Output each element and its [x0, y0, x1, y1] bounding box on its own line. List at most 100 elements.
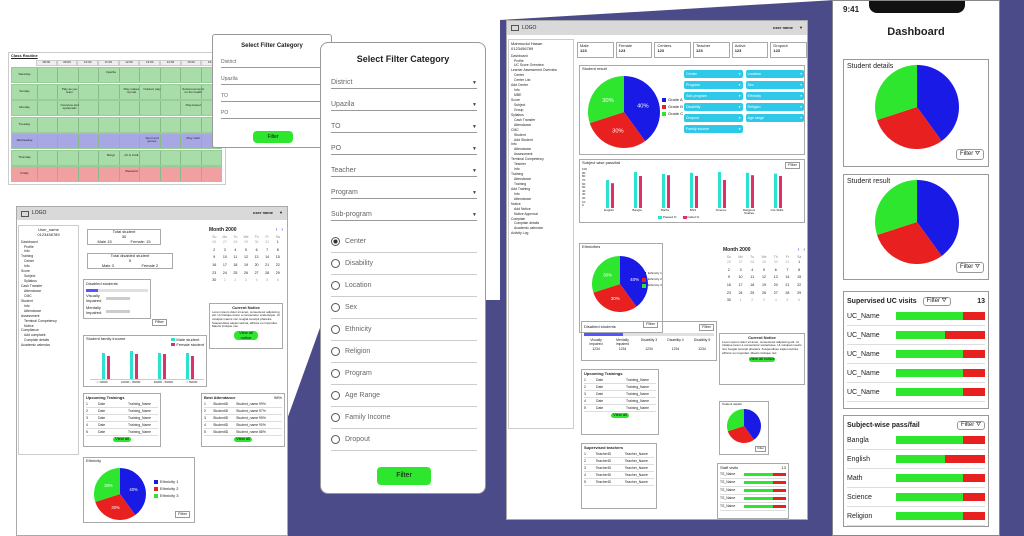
pie-slice[interactable] — [875, 180, 917, 235]
small-filter-select[interactable]: PO▼ — [221, 110, 325, 119]
routine-event[interactable]: Art & Craft — [124, 152, 139, 157]
filter-radio[interactable]: Ethnicity — [331, 319, 477, 341]
subject-bar[interactable] — [723, 180, 726, 208]
calendar-day[interactable]: 9 — [727, 275, 730, 280]
subject-bar[interactable] — [606, 180, 609, 208]
sidebar-item[interactable]: Student — [21, 298, 33, 303]
progress-row[interactable]: TS_Name — [720, 487, 786, 495]
sidebar-item[interactable]: Activity Log — [511, 231, 529, 236]
calendar-day[interactable]: 17 — [222, 262, 227, 267]
filter-select[interactable]: PO ▼ — [331, 143, 477, 155]
dash2-user[interactable]: user name — [773, 24, 794, 30]
sidebar-item[interactable]: Score — [21, 269, 30, 274]
sidebar-item[interactable]: Complain details — [24, 338, 50, 343]
calendar-day[interactable]: 22 — [275, 262, 280, 267]
routine-event[interactable]: Social economic on the health — [182, 86, 205, 94]
progress-row[interactable]: Bangla — [847, 431, 985, 450]
calendar-day[interactable]: 28 — [750, 260, 755, 265]
filter-chip[interactable]: Program ▾ — [684, 81, 743, 89]
progress-row[interactable]: English — [847, 450, 985, 469]
table-row[interactable]: 3 TeacherID Teacher_Name — [584, 465, 654, 472]
radio-icon[interactable] — [331, 325, 340, 334]
small-filter-button[interactable]: Filter — [253, 131, 293, 143]
calendar-day[interactable]: 7 — [266, 247, 269, 252]
sidebar-item[interactable]: Syllabus — [511, 112, 524, 117]
filter-radio[interactable]: Sex — [331, 297, 477, 319]
table-row[interactable]: 4 Date Training_Name — [86, 422, 158, 429]
disabled-filter[interactable]: Filter — [699, 324, 714, 331]
pie-slice[interactable] — [624, 76, 660, 142]
routine-event[interactable]: Outdoor play — [143, 86, 161, 91]
table-row[interactable]: 2 Date Training_Name — [584, 384, 656, 391]
table-row[interactable]: 5 Date Training_Name — [86, 429, 158, 436]
calendar-day[interactable]: 3 — [762, 298, 765, 303]
radio-icon[interactable] — [331, 259, 340, 268]
filter-chip[interactable]: Dropout ▾ — [684, 114, 743, 122]
calendar-prev-icon[interactable]: ‹ — [275, 227, 278, 233]
calendar-day[interactable]: 20 — [254, 262, 259, 267]
sidebar-item[interactable]: Terminal Competency — [511, 157, 544, 162]
subject-bar[interactable] — [695, 176, 698, 208]
sidebar-item[interactable]: Notice — [24, 323, 34, 328]
sidebar-item[interactable]: Score — [511, 98, 520, 103]
bar-female[interactable] — [191, 355, 194, 379]
table-row[interactable]: 5 StudentID Student_name 88% — [204, 429, 282, 436]
pie-slice[interactable] — [95, 494, 136, 520]
table-row[interactable]: 2 Date Training_Name — [86, 408, 158, 415]
sidebar-item[interactable]: Add Training — [511, 186, 531, 191]
calendar-day[interactable]: 26 — [243, 270, 248, 275]
pie-slice[interactable] — [917, 65, 959, 141]
pie-slice[interactable] — [620, 256, 648, 307]
student-details-filter[interactable]: Filter — [755, 446, 766, 452]
calendar-day[interactable]: 11 — [750, 275, 755, 280]
calendar-day[interactable]: 4 — [774, 298, 777, 303]
routine-event[interactable]: Play math — [186, 136, 200, 140]
sidebar-item[interactable]: Info — [24, 264, 30, 269]
table-row[interactable]: 5 Date Training_Name — [584, 405, 656, 412]
sidebar-item[interactable]: Complain details — [514, 221, 540, 226]
progress-row[interactable]: UC_Name — [847, 364, 985, 383]
bar-male[interactable] — [102, 352, 105, 379]
calendar-day[interactable]: 11 — [233, 255, 238, 260]
filter-chip[interactable]: Religion ▾ — [745, 103, 804, 111]
filter-chip[interactable]: Age range ▾ — [745, 114, 804, 122]
sidebar-item[interactable]: Attendance — [514, 122, 532, 127]
sidebar-item[interactable]: Attendance — [24, 288, 42, 293]
sidebar-item[interactable]: Academic calendar — [21, 343, 50, 348]
calendar-day[interactable]: 3 — [244, 278, 247, 283]
subject-bar[interactable] — [718, 172, 721, 208]
calendar-day[interactable]: 30 — [212, 278, 217, 283]
sidebar-item[interactable]: Info — [24, 249, 30, 254]
calendar-day[interactable]: 1 — [276, 240, 279, 245]
sidebar-item[interactable]: Info — [514, 167, 520, 172]
sidebar-item[interactable]: Add Student — [514, 137, 533, 142]
calendar-day[interactable]: 18 — [233, 262, 238, 267]
progress-row[interactable]: Science — [847, 488, 985, 507]
radio-icon[interactable] — [331, 369, 340, 378]
subject-bar[interactable] — [611, 183, 614, 208]
sidebar-item[interactable]: Academic calendar — [514, 226, 543, 231]
calendar-day[interactable]: 27 — [222, 240, 227, 245]
subject-bar[interactable] — [774, 173, 777, 208]
calendar-day[interactable]: 24 — [738, 290, 743, 295]
calendar-day[interactable]: 18 — [750, 282, 755, 287]
sidebar-item[interactable]: Attendance — [24, 308, 42, 313]
sidebar-item[interactable]: Compliance — [21, 328, 39, 333]
calendar-day[interactable]: 29 — [761, 260, 766, 265]
table-row[interactable]: 5 TeacherID Teacher_Name — [584, 479, 654, 486]
subject-filter[interactable]: Filter ⛛ — [956, 420, 985, 430]
calendar-day[interactable]: 2 — [751, 298, 754, 303]
calendar-day[interactable]: 2 — [234, 278, 237, 283]
ethnicity-filter[interactable]: Filter — [175, 511, 190, 518]
pie-slice[interactable] — [589, 112, 646, 148]
sidebar-item[interactable]: Add complaint — [24, 333, 46, 338]
bar-male[interactable] — [130, 351, 133, 379]
sidebar-item[interactable]: Attendance — [514, 177, 532, 182]
pie-slice[interactable] — [727, 426, 754, 443]
calendar-day[interactable]: 16 — [212, 262, 217, 267]
table-row[interactable]: 4 StudentID Student_name 90% — [204, 422, 282, 429]
filter-radio[interactable]: Dropout — [331, 429, 477, 451]
calendar-day[interactable]: 27 — [773, 290, 778, 295]
subject-bar[interactable] — [639, 176, 642, 208]
calendar-day[interactable]: 19 — [761, 282, 766, 287]
